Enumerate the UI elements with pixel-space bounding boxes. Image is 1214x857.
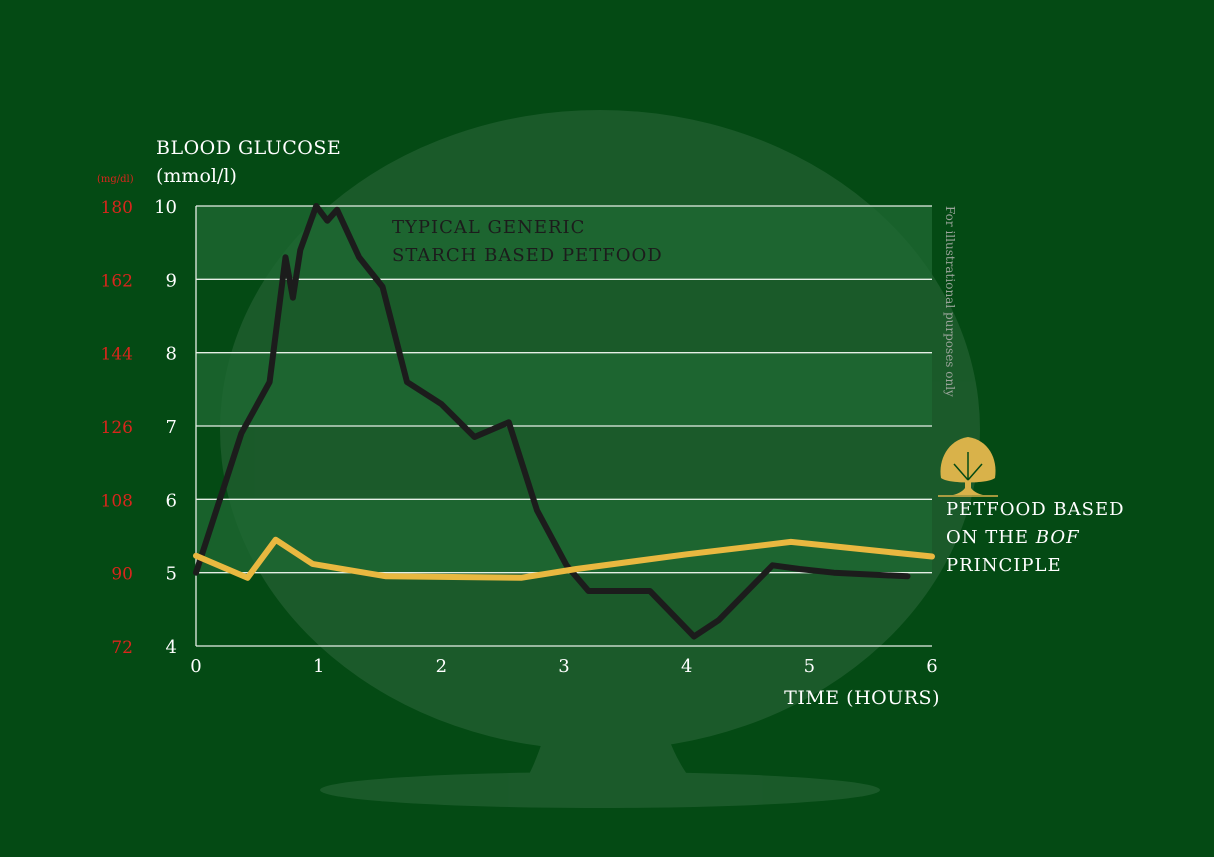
x-tick-label: 1: [313, 656, 324, 677]
y-tick-label: 6: [166, 490, 177, 511]
y-tick-label-secondary: 126: [101, 418, 133, 438]
y-axis-title: BLOOD GLUCOSE: [156, 137, 341, 159]
y-tick-label-secondary: 90: [111, 565, 133, 585]
bof-label-line-3: PRINCIPLE: [946, 555, 1062, 576]
x-tick-label: 4: [681, 656, 692, 677]
x-tick-label: 2: [436, 656, 447, 677]
bof-label-line-2b: BOF: [1035, 527, 1080, 548]
y-tick-label: 10: [154, 197, 177, 218]
y-axis-secondary-unit: (mg/dl): [97, 174, 134, 185]
y-tick-label: 4: [166, 637, 177, 658]
y-tick-label: 9: [166, 270, 177, 291]
x-axis-title: TIME (HOURS): [784, 687, 940, 709]
bof-series-label: PETFOOD BASED ON THE BOF PRINCIPLE: [946, 499, 1131, 576]
tree-logo-icon: [938, 437, 998, 497]
y-tick-label-secondary: 180: [101, 198, 133, 218]
series-layer: [193, 203, 935, 640]
y-tick-label-secondary: 72: [111, 638, 133, 658]
y-tick-label-secondary: 108: [101, 491, 133, 511]
illustration-note: For illustrational purposes only: [943, 206, 957, 397]
y-axis-unit: (mmol/l): [156, 165, 237, 187]
x-tick-label: 5: [804, 656, 815, 677]
starch-series-line: [193, 203, 911, 640]
x-ticks: 0 1 2 3 4 5 6: [190, 656, 937, 677]
y-tick-label: 7: [166, 417, 177, 438]
shaded-bands: [196, 206, 932, 573]
shaded-band: [196, 206, 932, 280]
y-tick-label-secondary: 144: [101, 345, 133, 365]
y-tick-label: 8: [166, 344, 177, 365]
starch-label-line-1: TYPICAL GENERIC: [392, 217, 585, 238]
starch-series-label: TYPICAL GENERIC STARCH BASED PETFOOD: [392, 217, 663, 266]
y-tick-label-secondary: 162: [101, 271, 133, 291]
x-tick-label: 3: [558, 656, 569, 677]
y-ticks-secondary: 72 90 108 126 144 162 180: [101, 198, 133, 658]
x-tick-label: 0: [190, 656, 201, 677]
bof-label-line-1: PETFOOD BASED: [946, 499, 1125, 520]
y-ticks: 4 5 6 7 8 9 10: [154, 197, 177, 658]
y-tick-label: 5: [166, 564, 177, 585]
x-tick-label: 6: [926, 656, 937, 677]
bof-series-line: [193, 536, 935, 581]
starch-label-line-2: STARCH BASED PETFOOD: [392, 245, 663, 266]
bof-label-line-2a: ON THE: [946, 527, 1036, 548]
shaded-band: [196, 352, 932, 426]
